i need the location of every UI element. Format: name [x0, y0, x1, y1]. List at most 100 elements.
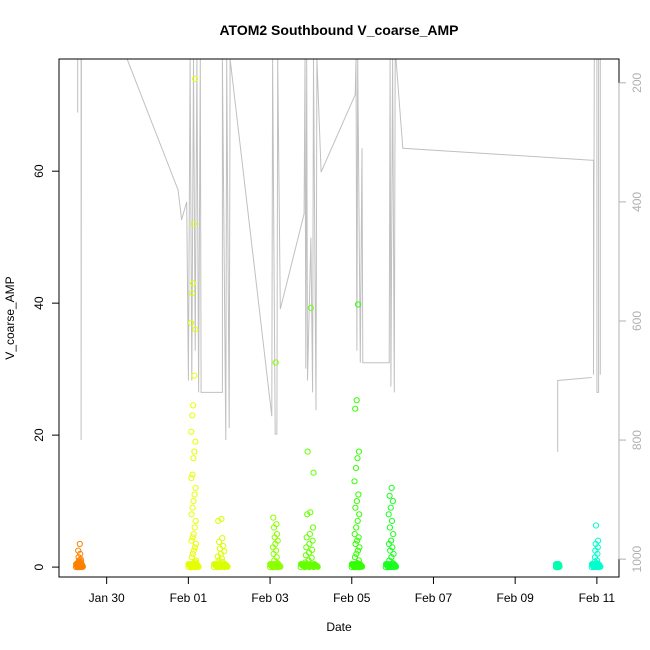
data-point	[218, 515, 225, 523]
data-point	[356, 511, 363, 518]
x-tick-label: Feb 03	[251, 591, 289, 605]
data-point	[220, 561, 227, 568]
data-point	[387, 504, 394, 511]
data-point	[354, 547, 361, 554]
data-point	[188, 537, 195, 544]
data-point	[355, 534, 362, 541]
data-point	[309, 524, 317, 531]
x-tick-label: Feb 07	[415, 591, 453, 605]
data-point	[302, 559, 309, 566]
data-point	[304, 448, 311, 455]
data-point	[272, 359, 279, 366]
data-point	[215, 517, 222, 525]
y2-axis: 200 400 600 800 1000	[618, 72, 644, 572]
plot-frame	[58, 58, 620, 578]
data-point	[75, 547, 82, 554]
x-axis: Jan 30 Feb 01 Feb 03 Feb 05 Feb 07 Feb 09 Feb …	[89, 576, 615, 605]
data-point	[384, 562, 391, 569]
y2-tick-label: 800	[630, 430, 644, 450]
data-point	[190, 531, 197, 538]
data-point	[76, 557, 83, 564]
data-point	[301, 564, 309, 571]
data-point	[270, 514, 277, 521]
data-point	[356, 544, 363, 551]
data-point	[354, 537, 361, 544]
x-tick-label: Feb 09	[496, 591, 534, 605]
data-point	[192, 326, 199, 333]
data-point	[216, 538, 223, 546]
data-point	[219, 558, 226, 565]
data-point	[388, 484, 395, 491]
data-point	[303, 544, 310, 551]
data-point	[76, 540, 83, 548]
data-point	[192, 557, 200, 564]
data-point	[388, 537, 395, 544]
data-point	[385, 511, 392, 518]
data-point	[189, 550, 196, 558]
data-point	[592, 522, 600, 529]
data-point	[191, 544, 198, 551]
data-point	[75, 554, 82, 561]
data-point	[191, 372, 198, 379]
data-point	[306, 540, 313, 548]
data-point	[188, 554, 195, 561]
data-point	[191, 448, 198, 455]
data-point	[190, 402, 197, 409]
data-point	[351, 531, 358, 538]
data-point	[352, 465, 360, 472]
y-tick-label: 60	[32, 164, 46, 178]
y-axis-label: V_coarse_AMP	[3, 276, 17, 359]
data-point	[389, 544, 396, 551]
data-point	[352, 540, 359, 548]
secondary-line-segment	[557, 377, 592, 452]
data-point	[388, 517, 396, 525]
data-point	[595, 537, 602, 544]
data-point	[386, 492, 393, 499]
y-tick-label: 40	[32, 296, 46, 310]
secondary-line	[77, 59, 600, 441]
data-point	[192, 484, 199, 491]
y2-tick-label: 200	[630, 72, 644, 92]
data-point	[390, 550, 397, 558]
data-point	[555, 561, 562, 568]
data-point	[77, 550, 84, 558]
data-point	[268, 562, 275, 569]
y2-tick-label: 1000	[630, 545, 644, 572]
data-point	[189, 471, 196, 478]
data-point	[215, 557, 222, 564]
data-point	[355, 301, 362, 308]
data-point	[188, 319, 195, 326]
y2-tick-label: 400	[630, 192, 644, 212]
data-point	[189, 534, 196, 541]
data-point	[304, 511, 311, 518]
data-point	[308, 554, 315, 562]
data-point	[354, 517, 361, 525]
y-tick-label: 20	[32, 428, 46, 442]
data-point	[191, 491, 198, 498]
y-axis: 0 20 40 60	[32, 164, 60, 570]
data-point	[190, 498, 197, 505]
data-point	[191, 220, 198, 228]
data-point	[303, 534, 310, 541]
data-point	[192, 517, 199, 525]
data-point	[390, 531, 397, 538]
data-point	[309, 537, 316, 544]
y2-tick-label: 600	[630, 311, 644, 331]
data-point	[192, 438, 199, 445]
data-point	[192, 75, 199, 82]
data-point	[191, 558, 199, 565]
data-point	[306, 531, 313, 538]
chart-title: ATOM2 Southbound V_coarse_AMP	[219, 22, 458, 38]
data-point	[307, 509, 314, 516]
data-point	[188, 511, 195, 518]
data-point	[191, 524, 198, 531]
data-point	[386, 524, 393, 531]
data-point	[352, 504, 359, 511]
data-point	[192, 540, 199, 548]
data-point	[220, 542, 227, 550]
data-point	[353, 524, 360, 531]
data-point	[353, 397, 360, 404]
data-point	[273, 521, 280, 528]
data-point	[310, 469, 317, 476]
